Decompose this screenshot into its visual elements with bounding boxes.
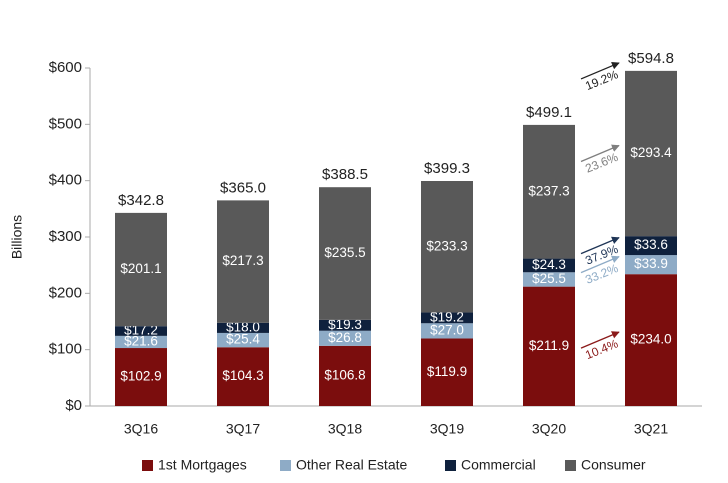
- segment-label: $235.5: [324, 245, 365, 260]
- segment-label: $293.4: [630, 145, 672, 160]
- legend-label: Commercial: [461, 457, 536, 473]
- segment-label: $237.3: [528, 183, 569, 198]
- total-label: $342.8: [118, 192, 164, 209]
- segment-label: $104.3: [222, 368, 263, 383]
- bar-segment: [217, 347, 269, 406]
- legend-label: 1st Mortgages: [158, 457, 247, 473]
- segment-label: $17.2: [124, 323, 158, 338]
- segment-label: $106.8: [324, 367, 365, 382]
- total-label: $388.5: [322, 166, 368, 183]
- annotation-label: 19.2%: [583, 67, 620, 93]
- bar-segment: [115, 212, 167, 327]
- total-label: $594.8: [628, 50, 674, 67]
- bar-segment: [625, 274, 677, 406]
- segment-label: $211.9: [529, 338, 569, 353]
- annotation-label: 23.6%: [583, 150, 620, 176]
- annotation-arrow: [580, 236, 620, 255]
- segment-label: $19.2: [430, 309, 464, 324]
- y-tick-label: $0: [65, 397, 82, 414]
- bar-segment: [319, 187, 371, 320]
- annotation-label: 10.4%: [583, 336, 620, 362]
- y-tick-label: $500: [49, 115, 82, 132]
- bar-segment: [421, 338, 473, 406]
- bar-segment: [319, 330, 371, 346]
- bar-segment: [217, 332, 269, 348]
- segment-label: $217.3: [222, 253, 263, 268]
- x-tick-label: 3Q18: [328, 421, 362, 437]
- x-tick-label: 3Q19: [430, 421, 464, 437]
- legend-swatch: [142, 460, 153, 471]
- bar-segment: [421, 312, 473, 324]
- bar-segment: [523, 258, 575, 273]
- legend-swatch: [280, 460, 291, 471]
- y-tick-label: $600: [49, 59, 82, 76]
- segment-label: $25.5: [532, 271, 566, 286]
- segment-label: $27.0: [430, 322, 464, 337]
- x-tick-label: 3Q17: [226, 421, 260, 437]
- total-label: $399.3: [424, 160, 470, 177]
- y-tick-label: $200: [49, 284, 82, 301]
- segment-label: $201.1: [120, 261, 161, 276]
- segment-label: $102.9: [120, 369, 161, 384]
- bar-segment: [319, 319, 371, 331]
- segment-label: $33.6: [634, 237, 668, 252]
- x-tick-label: 3Q20: [532, 421, 566, 437]
- legend-label: Other Real Estate: [296, 457, 407, 473]
- bar-segment: [217, 200, 269, 323]
- bar-segment: [319, 345, 371, 406]
- total-label: $499.1: [526, 104, 572, 121]
- bar-segment: [421, 323, 473, 339]
- bar-segment: [523, 272, 575, 287]
- bar-segment: [115, 348, 167, 406]
- y-tick-label: $100: [49, 341, 82, 358]
- segment-label: $26.8: [328, 330, 362, 345]
- annotation-arrow: [580, 331, 620, 349]
- bar-segment: [115, 326, 167, 336]
- segment-label: $18.0: [226, 319, 260, 334]
- total-label: $365.0: [220, 179, 266, 196]
- segment-label: $25.4: [226, 332, 260, 347]
- legend-swatch: [445, 460, 456, 471]
- bar-segment: [625, 70, 677, 237]
- bar-segment: [217, 322, 269, 333]
- annotation-arrow: [580, 62, 620, 80]
- bar-segment: [523, 124, 575, 259]
- segment-label: $19.3: [328, 317, 362, 332]
- segment-label: $119.9: [427, 364, 467, 379]
- bar-segment: [421, 181, 473, 313]
- segment-label: $233.3: [426, 238, 467, 253]
- segment-label: $33.9: [634, 256, 668, 271]
- segment-label: $24.3: [532, 257, 566, 272]
- x-tick-label: 3Q21: [634, 421, 668, 437]
- y-tick-label: $300: [49, 228, 82, 245]
- legend-label: Consumer: [581, 457, 646, 473]
- bar-segment: [625, 236, 677, 256]
- segment-label: $234.0: [630, 332, 671, 347]
- annotation-arrow: [580, 144, 620, 163]
- segment-label: $21.6: [124, 334, 158, 349]
- bar-segment: [115, 335, 167, 349]
- y-axis-label: Billions: [9, 215, 25, 259]
- legend-swatch: [565, 460, 576, 471]
- annotation-arrow: [580, 255, 620, 274]
- x-tick-label: 3Q16: [124, 421, 158, 437]
- bar-segment: [625, 255, 677, 275]
- y-tick-label: $400: [49, 172, 82, 189]
- bar-segment: [523, 286, 575, 406]
